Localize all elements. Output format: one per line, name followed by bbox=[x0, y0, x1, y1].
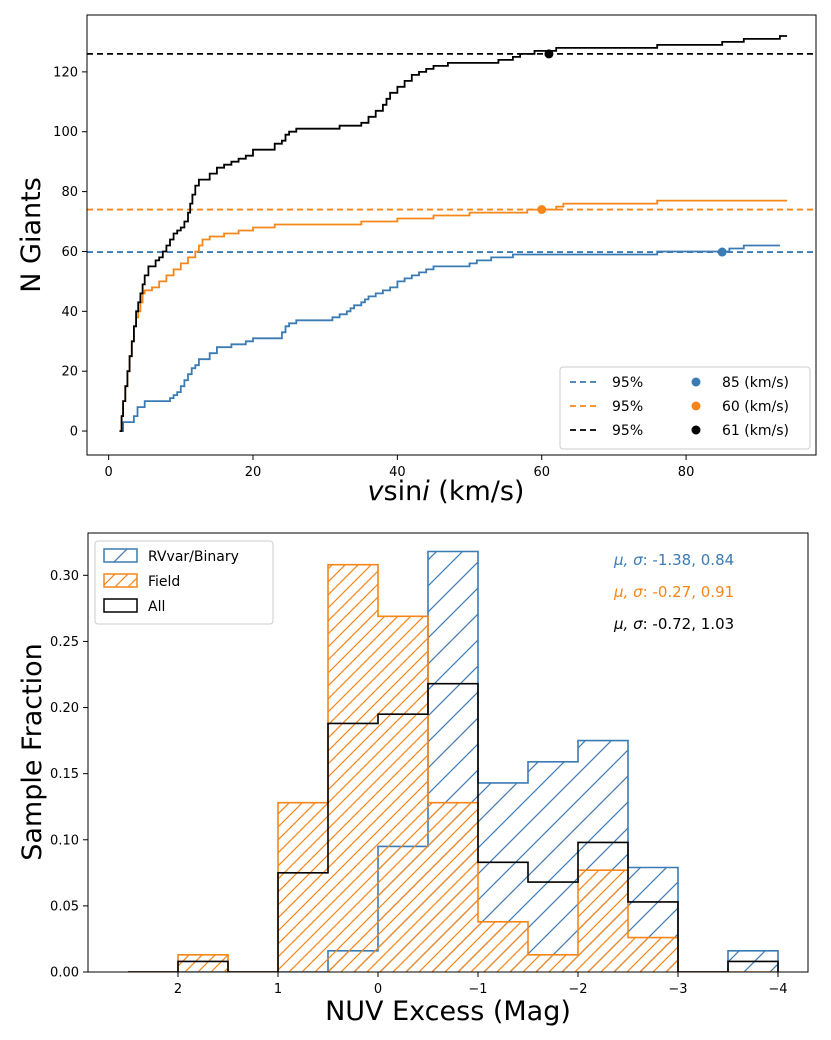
bottom-y-tick-label: 0.20 bbox=[50, 701, 79, 716]
legend-blue-marker-swatch bbox=[691, 377, 701, 387]
nuv-excess-panel: 2 1 0 −1 −2 −3 −4 0.00 0.05 0.10 0.15 0.20 0.25 0.30… bbox=[17, 532, 809, 1027]
top-x-tick-label: 80 bbox=[678, 465, 695, 480]
histogram-outline bbox=[128, 563, 778, 972]
top-y-tick-label: 0 bbox=[70, 425, 78, 440]
stat-annotation: μ, σ: -0.27, 0.91 bbox=[613, 583, 734, 601]
top-legend: 95% 85 (km/s) 95% 60 (km/s) 95% 61 (km/s) bbox=[559, 366, 811, 450]
legend-orange-line-label: 95% bbox=[612, 399, 643, 415]
stats-annotations: μ, σ: -1.38, 0.84 μ, σ: -0.27, 0.91 μ, σ: … bbox=[613, 551, 734, 633]
histogram-outline bbox=[128, 682, 779, 972]
histogram-bar bbox=[378, 616, 428, 972]
histogram-bar bbox=[528, 954, 578, 972]
bottom-x-tick-label: 1 bbox=[274, 982, 282, 997]
histogram-bar bbox=[478, 921, 528, 972]
blue-marker bbox=[717, 247, 727, 257]
bottom-y-tick-label: 0.15 bbox=[50, 767, 79, 782]
legend-black-line-label: 95% bbox=[612, 423, 643, 439]
bottom-axes-frame bbox=[87, 532, 809, 973]
histogram-bar bbox=[328, 564, 378, 972]
top-y-axis-label: N Giants bbox=[16, 177, 47, 293]
legend-blue-line-label: 95% bbox=[612, 375, 643, 391]
stat-annotation: μ, σ: -1.38, 0.84 bbox=[613, 551, 734, 569]
top-y-tick-label: 20 bbox=[61, 365, 78, 380]
histogram-bar bbox=[628, 937, 678, 972]
histogram-bar bbox=[578, 870, 628, 972]
legend-orange-marker-label: 60 (km/s) bbox=[722, 399, 789, 415]
bottom-y-tick-label: 0.30 bbox=[50, 569, 79, 584]
top-y-tick-label: 100 bbox=[53, 125, 78, 140]
top-x-tick-label: 40 bbox=[389, 465, 406, 480]
field-histogram bbox=[128, 563, 778, 972]
top-x-tick-label: 60 bbox=[533, 465, 550, 480]
top-y-tick-label: 40 bbox=[61, 305, 78, 320]
legend-orange-marker-swatch bbox=[691, 401, 701, 411]
histogram-bar bbox=[428, 802, 478, 972]
bottom-x-axis-label: NUV Excess (Mag) bbox=[325, 996, 571, 1027]
legend-rvvar-binary-label: RVvar/Binary bbox=[148, 549, 239, 565]
bottom-x-tick-label: −1 bbox=[468, 982, 487, 997]
legend-field-label: Field bbox=[148, 574, 180, 590]
all-histogram bbox=[128, 682, 779, 972]
top-x-tick-label: 20 bbox=[245, 465, 262, 480]
legend-rvvar-binary-swatch bbox=[103, 548, 138, 563]
top-x-tick-label: 0 bbox=[105, 465, 113, 480]
legend-black-marker-swatch bbox=[691, 425, 701, 435]
bottom-y-tick-label: 0.05 bbox=[50, 899, 79, 914]
legend-all-swatch bbox=[103, 598, 138, 613]
bottom-x-tick-label: 0 bbox=[374, 982, 382, 997]
bottom-legend: RVvar/Binary Field All bbox=[94, 540, 274, 625]
black-cumulative-step bbox=[119, 35, 788, 432]
orange-marker bbox=[537, 205, 547, 215]
legend-black-marker-label: 61 (km/s) bbox=[722, 423, 789, 439]
bottom-x-tick-label: 2 bbox=[174, 982, 182, 997]
legend-blue-marker-label: 85 (km/s) bbox=[722, 375, 789, 391]
legend-all-label: All bbox=[148, 599, 165, 615]
histogram-bar bbox=[278, 802, 328, 972]
bottom-y-tick-label: 0.10 bbox=[50, 833, 79, 848]
bottom-y-tick-label: 0.00 bbox=[50, 966, 79, 981]
legend-field-swatch bbox=[103, 573, 138, 588]
top-y-tick-label: 120 bbox=[53, 65, 78, 80]
histogram-bar bbox=[178, 954, 228, 972]
black-marker bbox=[544, 49, 554, 59]
histogram-outline bbox=[128, 550, 779, 972]
bottom-x-tick-label: −3 bbox=[668, 982, 687, 997]
top-y-tick-label: 60 bbox=[61, 245, 78, 260]
bottom-y-axis-label: Sample Fraction bbox=[17, 643, 48, 861]
bottom-y-tick-label: 0.25 bbox=[50, 635, 79, 650]
blue-cumulative-step bbox=[119, 244, 780, 432]
top-x-axis-label: vsini (km/s) bbox=[368, 476, 525, 507]
bottom-x-tick-label: −4 bbox=[768, 982, 787, 997]
stat-annotation: μ, σ: -0.72, 1.03 bbox=[613, 615, 734, 633]
top-y-tick-label: 80 bbox=[61, 185, 78, 200]
top-axes-frame bbox=[86, 14, 817, 456]
bottom-x-tick-label: −2 bbox=[568, 982, 587, 997]
vsini-cumulative-panel: 0 20 40 60 80 0 20 40 60 80 100 120 vsini (km/s) N… bbox=[16, 14, 817, 507]
histogram-bar bbox=[528, 761, 578, 972]
